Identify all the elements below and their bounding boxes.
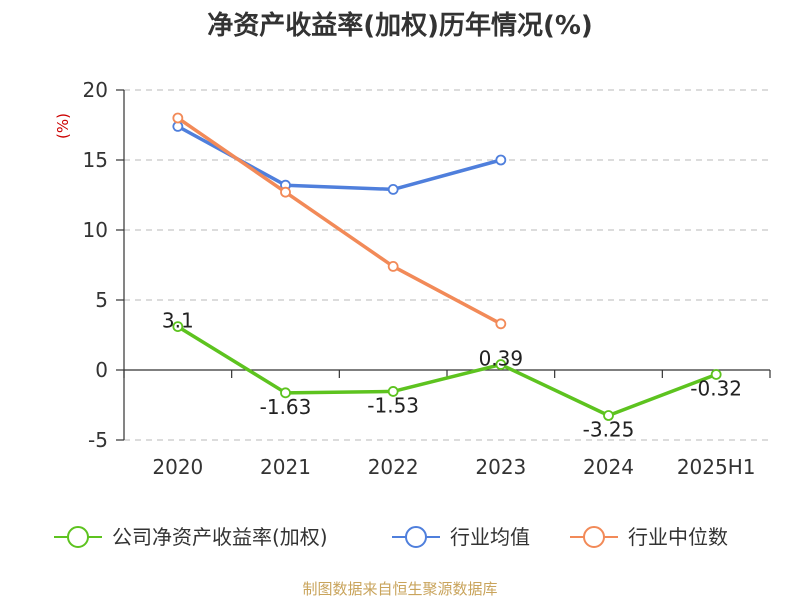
y-tick-label: -5	[88, 428, 108, 452]
legend-label: 行业均值	[450, 525, 530, 549]
axes: 20 15 10 5 0 -5 2020 2021 2022 2023 2024 2025H1	[83, 78, 771, 479]
legend: 公司净资产收益率(加权) 行业均值 行业中位数	[54, 525, 728, 549]
y-tick-label: 20	[83, 78, 108, 102]
data-point	[495, 318, 507, 330]
x-tick-label: 2024	[583, 455, 634, 479]
y-axis-label: (%)	[54, 113, 72, 139]
legend-item: 行业中位数	[570, 525, 728, 549]
legend-marker-icon	[405, 526, 427, 548]
source-note: 制图数据来自恒生聚源数据库	[302, 580, 497, 598]
legend-marker-icon	[583, 526, 605, 548]
legend-item: 行业均值	[392, 525, 530, 549]
gridlines	[124, 89, 770, 441]
data-label: -1.63	[260, 395, 312, 419]
x-tick-label: 2020	[152, 455, 203, 479]
y-tick-label: 5	[95, 288, 108, 312]
legend-marker-icon	[67, 526, 89, 548]
data-point	[172, 112, 184, 124]
legend-label: 行业中位数	[628, 525, 728, 549]
data-point	[280, 387, 291, 399]
data-point	[495, 154, 507, 166]
data-point	[603, 410, 614, 421]
chart-title: 净资产收益率(加权)历年情况(%)	[207, 10, 593, 41]
data-point	[495, 359, 507, 370]
x-tick-label: 2025H1	[677, 455, 756, 479]
data-point	[387, 386, 399, 397]
y-tick-label: 15	[83, 148, 108, 172]
data-point	[280, 186, 291, 198]
x-tick-label: 2022	[368, 455, 419, 479]
data-point	[387, 183, 399, 195]
legend-item: 公司净资产收益率(加权)	[54, 525, 328, 549]
series-line	[176, 324, 718, 418]
series-group	[172, 112, 722, 421]
data-label: -3.25	[583, 418, 635, 442]
y-tick-label: 10	[83, 218, 108, 242]
data-point	[387, 260, 399, 272]
y-tick-label: 0	[95, 358, 108, 382]
data-point	[710, 369, 722, 380]
data-labels: 3.1 -1.63 -1.53 0.39 -3.25 -0.32	[162, 309, 742, 442]
data-label: -0.32	[690, 376, 742, 400]
data-label: -1.53	[367, 393, 419, 417]
data-label: 0.39	[479, 347, 524, 371]
legend-label: 公司净资产收益率(加权)	[112, 525, 328, 549]
series-line	[176, 124, 503, 192]
data-label: 3.1	[162, 309, 194, 333]
data-point	[172, 321, 184, 333]
x-tick-label: 2023	[475, 455, 526, 479]
series-line	[176, 116, 503, 326]
x-tick-label: 2021	[260, 455, 311, 479]
